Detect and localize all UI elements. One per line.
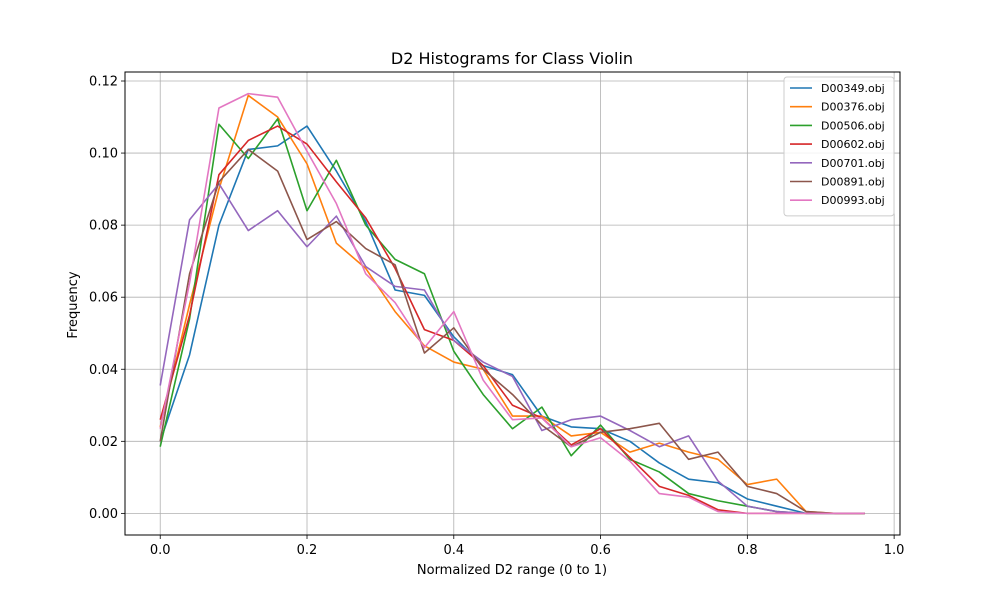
x-tick-label: 0.0 bbox=[150, 543, 171, 558]
series-line bbox=[159, 182, 865, 515]
series-line bbox=[159, 125, 865, 515]
y-tick-label: 0.02 bbox=[89, 435, 118, 450]
plot-frame bbox=[124, 71, 901, 536]
y-tick-label: 0.04 bbox=[89, 363, 118, 378]
x-tick-label: 0.8 bbox=[737, 543, 758, 558]
series-line bbox=[159, 148, 865, 515]
y-tick-label: 0.12 bbox=[89, 75, 118, 90]
series-line bbox=[159, 92, 865, 515]
series-line bbox=[159, 94, 865, 515]
y-tick-label: 0.10 bbox=[89, 147, 118, 162]
legend: D00349.obj D00376.obj D00506.obj D00602.obj… bbox=[783, 76, 895, 217]
legend-label: D00891.obj bbox=[821, 176, 885, 189]
legend-label: D00993.obj bbox=[821, 194, 885, 207]
y-tick-label: 0.06 bbox=[89, 291, 118, 306]
x-axis-label: Normalized D2 range (0 to 1) bbox=[417, 563, 607, 578]
legend-label: D00701.obj bbox=[821, 157, 885, 170]
axis-ticks: 0.0 0.2 0.4 0.6 0.8 1.0 0.00 0.02 0.04 0.06 0.08 0.… bbox=[89, 75, 904, 558]
x-tick-label: 0.2 bbox=[297, 543, 318, 558]
x-tick-label: 1.0 bbox=[884, 543, 905, 558]
x-tick-label: 0.6 bbox=[590, 543, 611, 558]
x-tick-label: 0.4 bbox=[443, 543, 464, 558]
series-lines bbox=[159, 92, 865, 515]
chart-title: D2 Histograms for Class Violin bbox=[391, 49, 633, 68]
legend-label: D00506.obj bbox=[821, 119, 885, 132]
y-axis-label: Frequency bbox=[66, 271, 81, 338]
y-tick-label: 0.08 bbox=[89, 219, 118, 234]
legend-label: D00349.obj bbox=[821, 82, 885, 95]
legend-label: D00602.obj bbox=[821, 138, 885, 151]
y-tick-label: 0.00 bbox=[89, 507, 118, 522]
legend-label: D00376.obj bbox=[821, 101, 885, 114]
